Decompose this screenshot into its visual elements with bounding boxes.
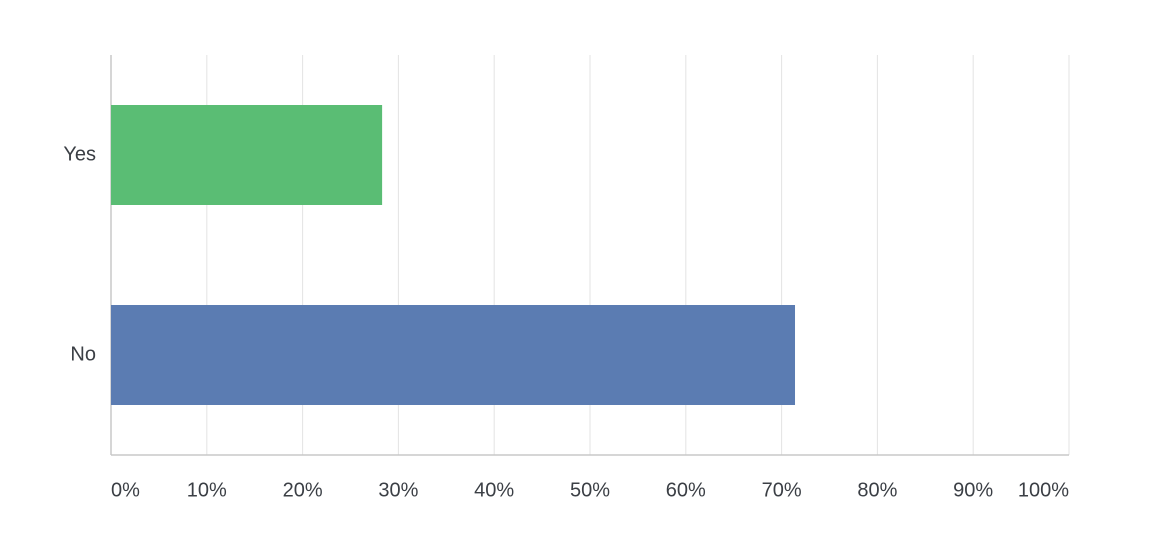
bar <box>111 305 796 405</box>
x-tick-label: 30% <box>378 479 418 501</box>
x-tick-label: 50% <box>570 479 610 501</box>
x-tick-label: 80% <box>857 479 897 501</box>
x-tick-label: 60% <box>666 479 706 501</box>
x-tick-label: 20% <box>283 479 323 501</box>
x-tick-label: 0% <box>111 479 140 501</box>
x-tick-label: 100% <box>1018 479 1069 501</box>
bar <box>111 105 383 205</box>
y-tick-label: No <box>70 343 96 365</box>
x-tick-label: 40% <box>474 479 514 501</box>
y-tick-label: Yes <box>63 143 96 165</box>
x-tick-label: 90% <box>953 479 993 501</box>
x-tick-label: 10% <box>187 479 227 501</box>
x-tick-label: 70% <box>762 479 802 501</box>
